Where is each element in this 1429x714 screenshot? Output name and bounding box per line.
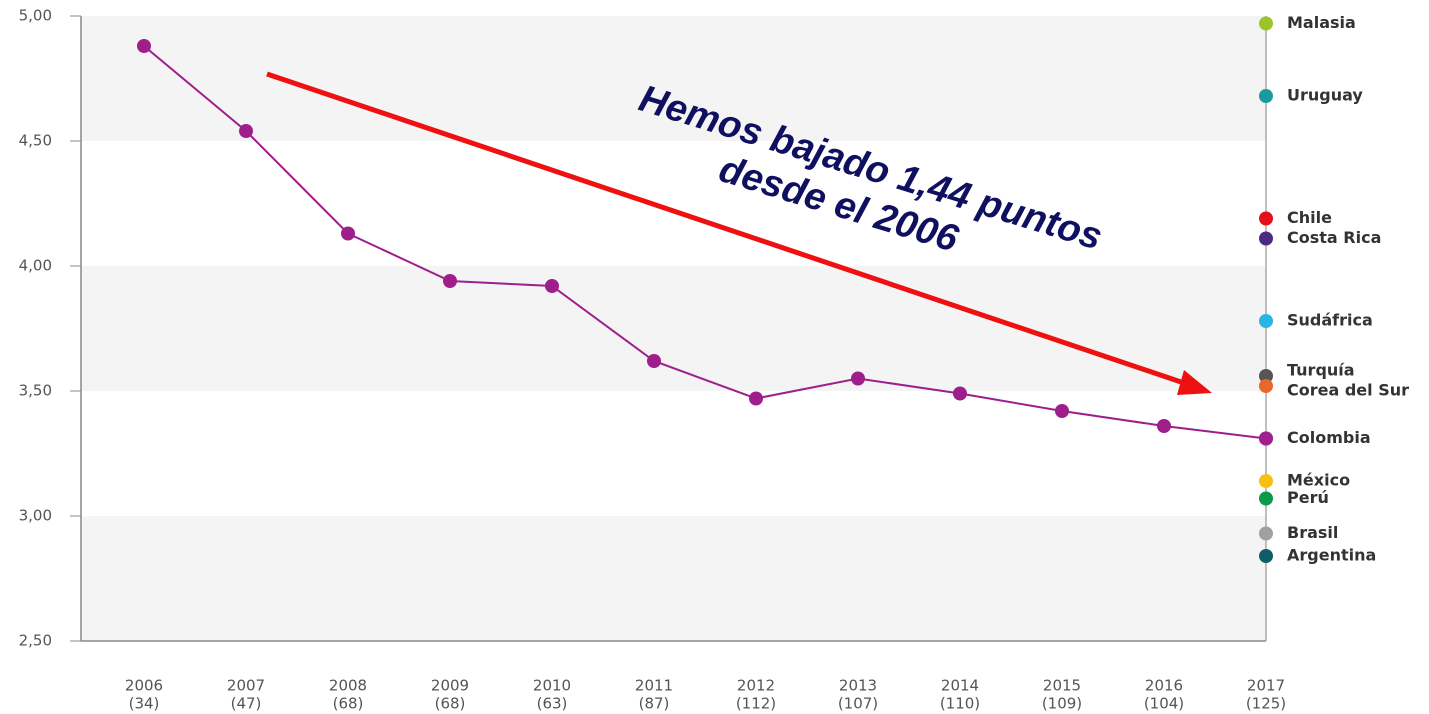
x-tick-label: 2008 (329, 677, 367, 695)
country-label: Turquía (1287, 361, 1355, 380)
grid-band (81, 266, 1266, 391)
x-tick-label: 2009 (431, 677, 469, 695)
country-marker (1259, 474, 1273, 488)
country-label: Costa Rica (1287, 228, 1381, 247)
point (953, 386, 967, 401)
x-tick-label: 2012 (737, 677, 775, 695)
country-label: Chile (1287, 208, 1332, 227)
x-rank-label: (107) (838, 695, 878, 713)
x-rank-label: (68) (333, 695, 364, 713)
point (239, 124, 253, 138)
trend-arrow (266, 71, 1191, 388)
y-tick-label: 3,50 (19, 382, 52, 400)
x-tick-label: 2011 (635, 677, 673, 695)
x-rank-label: (63) (537, 695, 568, 713)
y-tick-label: 3,00 (19, 507, 52, 525)
point (443, 274, 457, 288)
country-label: Uruguay (1287, 86, 1363, 105)
country-label: Colombia (1287, 428, 1371, 447)
country-marker (1259, 231, 1273, 246)
point (545, 279, 559, 293)
x-rank-label: (104) (1144, 695, 1184, 713)
x-rank-label: (87) (639, 695, 670, 713)
x-rank-label: (112) (736, 695, 776, 713)
x-tick-label: 2007 (227, 677, 265, 695)
point (749, 391, 763, 406)
x-rank-label: (34) (129, 695, 160, 713)
x-rank-label: (47) (231, 695, 262, 713)
grid-band (81, 516, 1266, 641)
line (143, 45, 1267, 440)
x-tick-label: 2014 (941, 677, 979, 695)
point (647, 354, 661, 368)
point (1055, 404, 1069, 418)
country-label: Argentina (1287, 546, 1376, 565)
point (851, 371, 865, 386)
country-label: Corea del Sur (1287, 381, 1409, 400)
y-tick-label: 4,00 (19, 257, 52, 275)
x-rank-label: (109) (1042, 695, 1082, 713)
country-marker (1259, 491, 1273, 506)
point (341, 226, 355, 241)
country-label: Perú (1287, 488, 1329, 507)
country-marker (1259, 526, 1273, 541)
x-tick-label: 2006 (125, 677, 163, 695)
arrow-head (1177, 370, 1212, 395)
x-tick-label: 2017 (1247, 677, 1285, 695)
x-rank-label: (110) (940, 695, 980, 713)
x-rank-label: (68) (435, 695, 466, 713)
country-marker (1259, 211, 1273, 226)
y-tick-label: 5,00 (19, 7, 52, 25)
point (1157, 419, 1171, 433)
x-tick-label: 2013 (839, 677, 877, 695)
country-label: México (1287, 471, 1350, 490)
x-tick-label: 2016 (1145, 677, 1183, 695)
country-label: Brasil (1287, 523, 1338, 542)
country-marker (1259, 549, 1273, 563)
x-tick-label: 2010 (533, 677, 571, 695)
country-label: Sudáfrica (1287, 311, 1373, 330)
country-marker (1259, 89, 1273, 103)
country-marker (1259, 431, 1273, 446)
country-marker (1259, 314, 1273, 328)
y-tick-label: 4,50 (19, 132, 52, 150)
x-tick-label: 2015 (1043, 677, 1081, 695)
country-marker (1259, 16, 1273, 31)
x-rank-label: (125) (1246, 695, 1286, 713)
country-marker (1259, 379, 1273, 393)
y-tick-label: 2,50 (19, 632, 52, 650)
country-label: Malasia (1287, 13, 1356, 32)
point (137, 39, 151, 53)
country-marker (1259, 369, 1273, 383)
